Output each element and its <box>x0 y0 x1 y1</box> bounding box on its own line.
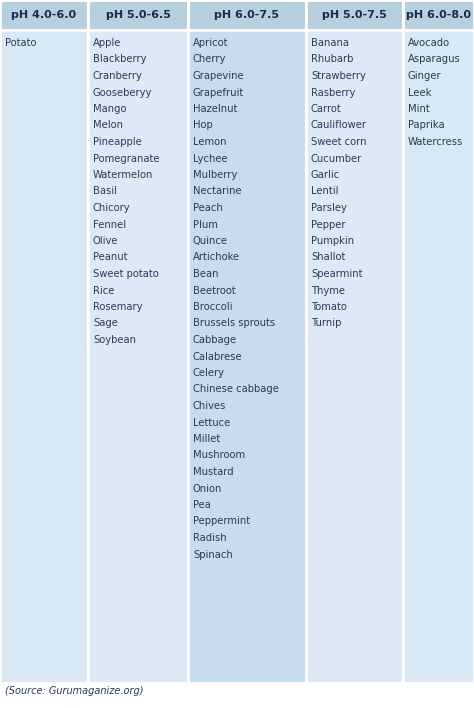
Text: Cucumber: Cucumber <box>311 154 362 164</box>
Text: Garlic: Garlic <box>311 170 340 180</box>
Text: Artichoke: Artichoke <box>193 253 240 263</box>
Text: Watercress: Watercress <box>408 137 463 147</box>
Text: Basil: Basil <box>93 186 117 197</box>
Text: pH 6.0-7.5: pH 6.0-7.5 <box>215 10 280 20</box>
Text: Broccoli: Broccoli <box>193 302 233 312</box>
Text: Spearmint: Spearmint <box>311 269 363 279</box>
Text: Grapefruit: Grapefruit <box>193 88 244 98</box>
Text: Leek: Leek <box>408 88 431 98</box>
Text: Calabrese: Calabrese <box>193 351 243 362</box>
Text: Blackberry: Blackberry <box>93 55 146 64</box>
Text: Gooseberyy: Gooseberyy <box>93 88 152 98</box>
Text: Rice: Rice <box>93 285 114 295</box>
Text: Cauliflower: Cauliflower <box>311 120 367 130</box>
Bar <box>306 30 403 683</box>
Text: Pineapple: Pineapple <box>93 137 142 147</box>
Text: Mango: Mango <box>93 104 127 114</box>
Text: Mushroom: Mushroom <box>193 450 245 460</box>
Text: Banana: Banana <box>311 38 349 48</box>
Bar <box>0 30 88 683</box>
Text: pH 5.0-6.5: pH 5.0-6.5 <box>106 10 171 20</box>
Text: Rasberry: Rasberry <box>311 88 356 98</box>
Text: Chicory: Chicory <box>93 203 131 213</box>
Text: Peppermint: Peppermint <box>193 517 250 527</box>
Text: Potato: Potato <box>5 38 36 48</box>
Text: Beetroot: Beetroot <box>193 285 236 295</box>
Text: Lentil: Lentil <box>311 186 338 197</box>
Text: Lettuce: Lettuce <box>193 418 230 428</box>
Text: Avocado: Avocado <box>408 38 450 48</box>
Text: Cabbage: Cabbage <box>193 335 237 345</box>
Text: Chives: Chives <box>193 401 227 411</box>
Text: Sweet corn: Sweet corn <box>311 137 366 147</box>
Text: Lychee: Lychee <box>193 154 228 164</box>
Text: Celery: Celery <box>193 368 225 378</box>
Text: Nectarine: Nectarine <box>193 186 242 197</box>
Text: Ginger: Ginger <box>408 71 442 81</box>
Text: Thyme: Thyme <box>311 285 345 295</box>
Text: Peach: Peach <box>193 203 223 213</box>
Bar <box>188 0 306 30</box>
Bar <box>88 0 188 30</box>
Text: Sage: Sage <box>93 319 118 329</box>
Bar <box>88 30 188 683</box>
Text: Cherry: Cherry <box>193 55 227 64</box>
Text: Sweet potato: Sweet potato <box>93 269 159 279</box>
Text: Mint: Mint <box>408 104 430 114</box>
Text: Onion: Onion <box>193 484 222 493</box>
Text: Pea: Pea <box>193 500 211 510</box>
Bar <box>188 30 306 683</box>
Text: Tomato: Tomato <box>311 302 347 312</box>
Text: Pumpkin: Pumpkin <box>311 236 354 246</box>
Bar <box>403 30 474 683</box>
Text: Watermelon: Watermelon <box>93 170 154 180</box>
Text: Plum: Plum <box>193 219 218 229</box>
Text: Bean: Bean <box>193 269 219 279</box>
Bar <box>403 0 474 30</box>
Text: Olive: Olive <box>93 236 118 246</box>
Text: Hop: Hop <box>193 120 213 130</box>
Text: Mustard: Mustard <box>193 467 234 477</box>
Text: Hazelnut: Hazelnut <box>193 104 237 114</box>
Text: Brussels sprouts: Brussels sprouts <box>193 319 275 329</box>
Text: Spinach: Spinach <box>193 549 233 559</box>
Text: pH 6.0-8.0: pH 6.0-8.0 <box>406 10 471 20</box>
Text: Fennel: Fennel <box>93 219 126 229</box>
Text: pH 5.0-7.5: pH 5.0-7.5 <box>322 10 387 20</box>
Text: Parsley: Parsley <box>311 203 347 213</box>
Text: Carrot: Carrot <box>311 104 342 114</box>
Text: Rosemary: Rosemary <box>93 302 143 312</box>
Text: Peanut: Peanut <box>93 253 128 263</box>
Text: (Source: Gurumaganize.org): (Source: Gurumaganize.org) <box>5 686 144 696</box>
Text: Apricot: Apricot <box>193 38 228 48</box>
Text: Quince: Quince <box>193 236 228 246</box>
Text: Millet: Millet <box>193 434 220 444</box>
Text: Asparagus: Asparagus <box>408 55 461 64</box>
Text: Grapevine: Grapevine <box>193 71 245 81</box>
Text: Mulberry: Mulberry <box>193 170 237 180</box>
Text: Apple: Apple <box>93 38 121 48</box>
Text: Chinese cabbage: Chinese cabbage <box>193 384 279 394</box>
Text: Soybean: Soybean <box>93 335 136 345</box>
Text: Rhubarb: Rhubarb <box>311 55 354 64</box>
Text: Radish: Radish <box>193 533 227 543</box>
Text: Lemon: Lemon <box>193 137 227 147</box>
Text: Pepper: Pepper <box>311 219 346 229</box>
Bar <box>306 0 403 30</box>
Text: Pomegranate: Pomegranate <box>93 154 159 164</box>
Text: Melon: Melon <box>93 120 123 130</box>
Text: Paprika: Paprika <box>408 120 445 130</box>
Text: Cranberry: Cranberry <box>93 71 143 81</box>
Text: Shallot: Shallot <box>311 253 346 263</box>
Bar <box>0 0 88 30</box>
Text: Turnip: Turnip <box>311 319 341 329</box>
Text: Strawberry: Strawberry <box>311 71 366 81</box>
Text: pH 4.0-6.0: pH 4.0-6.0 <box>11 10 77 20</box>
